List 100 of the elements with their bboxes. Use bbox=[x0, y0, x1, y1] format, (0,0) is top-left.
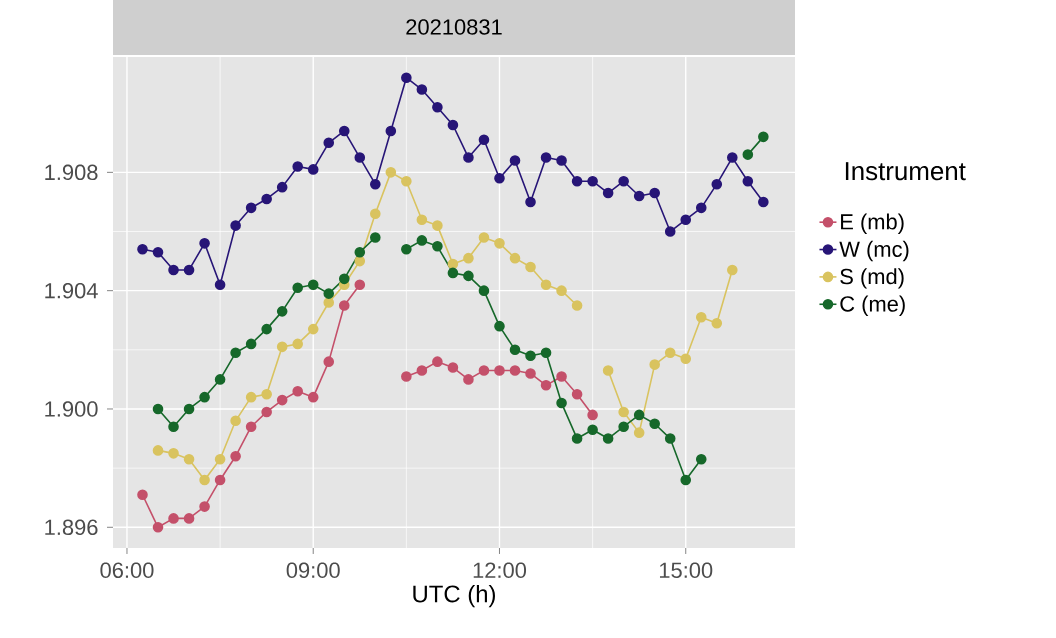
point bbox=[540, 279, 552, 291]
point bbox=[525, 368, 536, 379]
point bbox=[307, 164, 319, 175]
point bbox=[649, 418, 660, 430]
point bbox=[478, 134, 490, 146]
point bbox=[758, 196, 769, 208]
chart-title: 20210831 bbox=[406, 19, 502, 35]
point bbox=[401, 72, 412, 83]
point bbox=[338, 273, 350, 285]
point bbox=[463, 374, 474, 385]
point bbox=[587, 424, 598, 435]
point bbox=[183, 264, 195, 276]
point bbox=[664, 226, 676, 237]
legend-title: Instrument bbox=[845, 162, 966, 181]
point bbox=[494, 172, 505, 184]
point bbox=[447, 362, 459, 373]
x-axis-title: UTC (h) bbox=[413, 584, 495, 608]
point bbox=[137, 489, 148, 501]
point bbox=[602, 433, 614, 444]
point bbox=[168, 421, 179, 433]
point bbox=[276, 394, 288, 406]
point bbox=[338, 300, 350, 311]
point bbox=[416, 235, 428, 246]
x-tick-label: 06:00 bbox=[100, 562, 154, 579]
point bbox=[711, 317, 723, 329]
point bbox=[432, 101, 443, 113]
point bbox=[245, 391, 257, 403]
point bbox=[323, 297, 335, 308]
point bbox=[385, 125, 397, 137]
point bbox=[214, 279, 226, 291]
point bbox=[556, 397, 567, 409]
legend-label: W (mc) bbox=[839, 240, 909, 262]
point bbox=[152, 246, 164, 258]
y-tick-label: 1.904 bbox=[45, 282, 98, 299]
point bbox=[711, 178, 723, 190]
point bbox=[618, 421, 629, 433]
point bbox=[230, 220, 241, 231]
y-tick-label: 1.896 bbox=[45, 519, 98, 536]
y-tick-label: 1.900 bbox=[45, 401, 98, 417]
point bbox=[292, 385, 303, 397]
point bbox=[633, 427, 645, 438]
point bbox=[292, 161, 303, 172]
point bbox=[183, 403, 195, 415]
point bbox=[695, 202, 707, 214]
point bbox=[664, 433, 676, 444]
point bbox=[556, 285, 567, 296]
point bbox=[509, 365, 521, 376]
point bbox=[354, 246, 366, 258]
point bbox=[261, 388, 272, 400]
point bbox=[618, 406, 629, 418]
point bbox=[214, 374, 226, 385]
x-tick-label: 15:00 bbox=[659, 562, 713, 579]
point bbox=[354, 255, 366, 267]
point bbox=[354, 152, 366, 163]
point bbox=[307, 391, 319, 403]
point bbox=[556, 155, 567, 166]
point bbox=[168, 513, 179, 524]
point bbox=[214, 474, 226, 486]
point bbox=[478, 232, 490, 243]
point bbox=[214, 453, 226, 465]
point bbox=[292, 282, 303, 294]
point bbox=[199, 391, 210, 403]
point bbox=[587, 409, 598, 421]
y-tick-label: 1.908 bbox=[45, 164, 98, 181]
point bbox=[463, 270, 474, 282]
point bbox=[695, 311, 707, 323]
point bbox=[183, 453, 195, 465]
point bbox=[447, 258, 459, 270]
point bbox=[416, 84, 428, 95]
point bbox=[571, 433, 583, 444]
point bbox=[432, 241, 443, 252]
point bbox=[478, 285, 490, 296]
point bbox=[695, 453, 707, 465]
point bbox=[370, 178, 381, 190]
point bbox=[385, 167, 397, 178]
point bbox=[432, 220, 443, 231]
point bbox=[633, 409, 645, 421]
point bbox=[230, 347, 241, 359]
point bbox=[370, 232, 381, 243]
point bbox=[261, 406, 272, 418]
point bbox=[199, 501, 210, 512]
point bbox=[571, 388, 583, 400]
point bbox=[525, 261, 536, 273]
point bbox=[323, 288, 335, 299]
point bbox=[680, 214, 692, 225]
point bbox=[152, 522, 164, 533]
point bbox=[447, 267, 459, 279]
point bbox=[633, 190, 645, 202]
point bbox=[261, 193, 272, 205]
point bbox=[230, 415, 241, 427]
point bbox=[323, 356, 335, 367]
point bbox=[137, 243, 148, 255]
point bbox=[680, 474, 692, 486]
point bbox=[571, 300, 583, 311]
point bbox=[276, 306, 288, 317]
point bbox=[540, 380, 552, 391]
point bbox=[416, 214, 428, 225]
point bbox=[463, 152, 474, 163]
point bbox=[152, 445, 164, 456]
point bbox=[401, 371, 412, 382]
